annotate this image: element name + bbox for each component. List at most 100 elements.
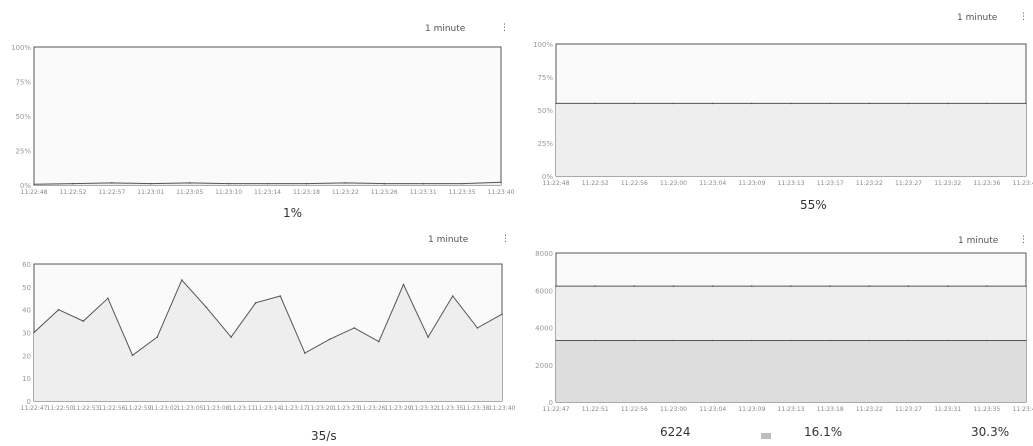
data-point bbox=[1025, 339, 1027, 342]
data-point bbox=[422, 182, 425, 185]
data-point bbox=[829, 102, 831, 105]
chart-plot: 0% 25% 50% 75% 100% 11:22:48 11:22:52 11:22:56 1… bbox=[533, 41, 1033, 187]
y-tick-label: 30 bbox=[22, 330, 31, 338]
x-tick-label: 11:23:26 bbox=[371, 189, 398, 196]
data-point bbox=[946, 102, 949, 105]
x-tick-label: 11:22:56 bbox=[621, 406, 648, 413]
x-tick-label: 11:23:18 bbox=[817, 406, 844, 413]
x-tick-label: 11:23:18 bbox=[293, 189, 320, 196]
data-point bbox=[555, 102, 557, 105]
x-tick-label: 11:23:14 bbox=[255, 405, 282, 412]
y-tick-label: 60 bbox=[22, 261, 31, 269]
x-tick-label: 11:22:52 bbox=[59, 189, 86, 196]
x-tick-label: 11:23:08 bbox=[203, 405, 230, 412]
x-tick-label: 11:22:47 bbox=[21, 405, 48, 412]
summary-value: 6224 bbox=[660, 425, 691, 439]
data-point bbox=[131, 354, 134, 357]
panel-menu-icon[interactable]: ⋮ bbox=[500, 23, 509, 33]
x-tick-label: 11:23:13 bbox=[778, 406, 805, 413]
x-tick-label: 11:23:00 bbox=[660, 180, 687, 187]
chart-panel-4: 1 minute ⋮ 0 2000 4000 6000 8000 11:22:47 11:2… bbox=[517, 223, 1033, 446]
data-point bbox=[1025, 285, 1027, 287]
data-point bbox=[672, 102, 675, 105]
data-point bbox=[594, 102, 596, 105]
x-tick-label: 11:22:52 bbox=[582, 180, 609, 187]
data-point bbox=[672, 285, 675, 287]
x-tick-label: 11:22:59 bbox=[125, 405, 152, 412]
x-tick-label: 11:23:40 bbox=[488, 189, 515, 196]
panel-menu-icon[interactable]: ⋮ bbox=[1019, 235, 1028, 245]
y-tick-label: 2000 bbox=[535, 362, 553, 370]
summary-value: 55% bbox=[800, 198, 827, 212]
data-point bbox=[304, 352, 306, 354]
chart-panel-3: 1 minute ⋮ 0 10 20 30 40 50 60 11:22:47 11:22:50… bbox=[0, 223, 516, 446]
data-point bbox=[57, 308, 60, 311]
interval-dropdown[interactable]: 1 minute bbox=[425, 24, 466, 34]
data-point bbox=[230, 336, 232, 338]
data-point bbox=[907, 285, 910, 287]
series-line bbox=[33, 279, 503, 357]
x-tick-label: 11:23:01 bbox=[137, 189, 164, 196]
x-tick-label: 11:23:02 bbox=[151, 405, 178, 412]
panel-menu-icon[interactable]: ⋮ bbox=[501, 234, 510, 244]
y-tick-label: 50% bbox=[537, 107, 553, 115]
data-point bbox=[751, 285, 753, 287]
chart-plot: 0% 25% 50% 75% 100% 11:22:48 11:22:52 11:22:57 1… bbox=[11, 44, 515, 196]
x-tick-label: 11:22:48 bbox=[21, 189, 48, 196]
data-point bbox=[279, 295, 282, 297]
interval-dropdown[interactable]: 1 minute bbox=[957, 13, 998, 23]
data-point bbox=[751, 339, 753, 342]
summary-percent-1: 16.1% bbox=[804, 425, 843, 439]
x-tick-label: 11:23:11 bbox=[229, 405, 256, 412]
series-area bbox=[556, 340, 1026, 402]
data-point bbox=[986, 285, 988, 287]
y-tick-label: 6000 bbox=[535, 287, 553, 295]
x-tick-label: 11:23:14 bbox=[254, 189, 281, 196]
interval-dropdown[interactable]: 1 minute bbox=[428, 235, 469, 245]
x-tick-label: 11:23:09 bbox=[738, 180, 765, 187]
data-point bbox=[33, 183, 35, 186]
chart-panel-2: 1 minute ⋮ 0% 25% 50% 75% 100% 11:22:48 11:22:… bbox=[517, 0, 1033, 223]
data-point bbox=[107, 297, 109, 300]
data-point bbox=[711, 285, 714, 287]
y-tick-label: 8000 bbox=[535, 250, 553, 258]
summary-value: 1% bbox=[283, 206, 303, 220]
data-point bbox=[868, 102, 871, 105]
x-tick-label: 11:23:31 bbox=[410, 189, 437, 196]
x-tick-label: 11:22:53 bbox=[73, 405, 100, 412]
x-tick-label: 11:23:13 bbox=[778, 180, 805, 187]
x-tick-label: 11:23:22 bbox=[856, 406, 883, 413]
data-point bbox=[907, 102, 910, 105]
data-point bbox=[986, 102, 988, 105]
interval-dropdown[interactable]: 1 minute bbox=[958, 236, 999, 246]
x-tick-label: 11:23:27 bbox=[895, 406, 922, 413]
data-point bbox=[181, 279, 183, 281]
x-tick-label: 11:23:35 bbox=[449, 189, 476, 196]
y-tick-label: 40 bbox=[22, 307, 31, 315]
data-point bbox=[790, 102, 792, 105]
x-tick-label: 11:23:10 bbox=[215, 189, 242, 196]
chart-plot: 0 2000 4000 6000 8000 11:22:47 11:22:51 11:22:5… bbox=[535, 250, 1033, 413]
x-tick-label: 11:23:22 bbox=[332, 189, 359, 196]
y-tick-label: 75% bbox=[537, 74, 553, 82]
data-point bbox=[1025, 102, 1027, 105]
data-point bbox=[111, 182, 113, 184]
x-tick-label: 11:23:17 bbox=[817, 180, 844, 187]
x-tick-label: 11:23:04 bbox=[699, 180, 726, 187]
x-tick-label: 11:23:35 bbox=[437, 405, 464, 412]
x-tick-label: 11:22:57 bbox=[98, 189, 125, 196]
data-point bbox=[594, 285, 596, 287]
data-point bbox=[72, 182, 74, 185]
x-tick-label: 11:22:56 bbox=[99, 405, 126, 412]
data-point bbox=[266, 182, 269, 185]
y-tick-label: 0 bbox=[27, 398, 31, 406]
x-tick-label: 11:23:09 bbox=[738, 406, 765, 413]
panel-menu-icon[interactable]: ⋮ bbox=[1019, 12, 1028, 22]
y-tick-label: 100% bbox=[11, 44, 31, 52]
summary-percent-2: 30.3% bbox=[971, 425, 1010, 439]
y-tick-label: 25% bbox=[15, 148, 31, 156]
data-point bbox=[150, 182, 152, 185]
data-point bbox=[500, 181, 502, 183]
data-point bbox=[501, 313, 503, 315]
